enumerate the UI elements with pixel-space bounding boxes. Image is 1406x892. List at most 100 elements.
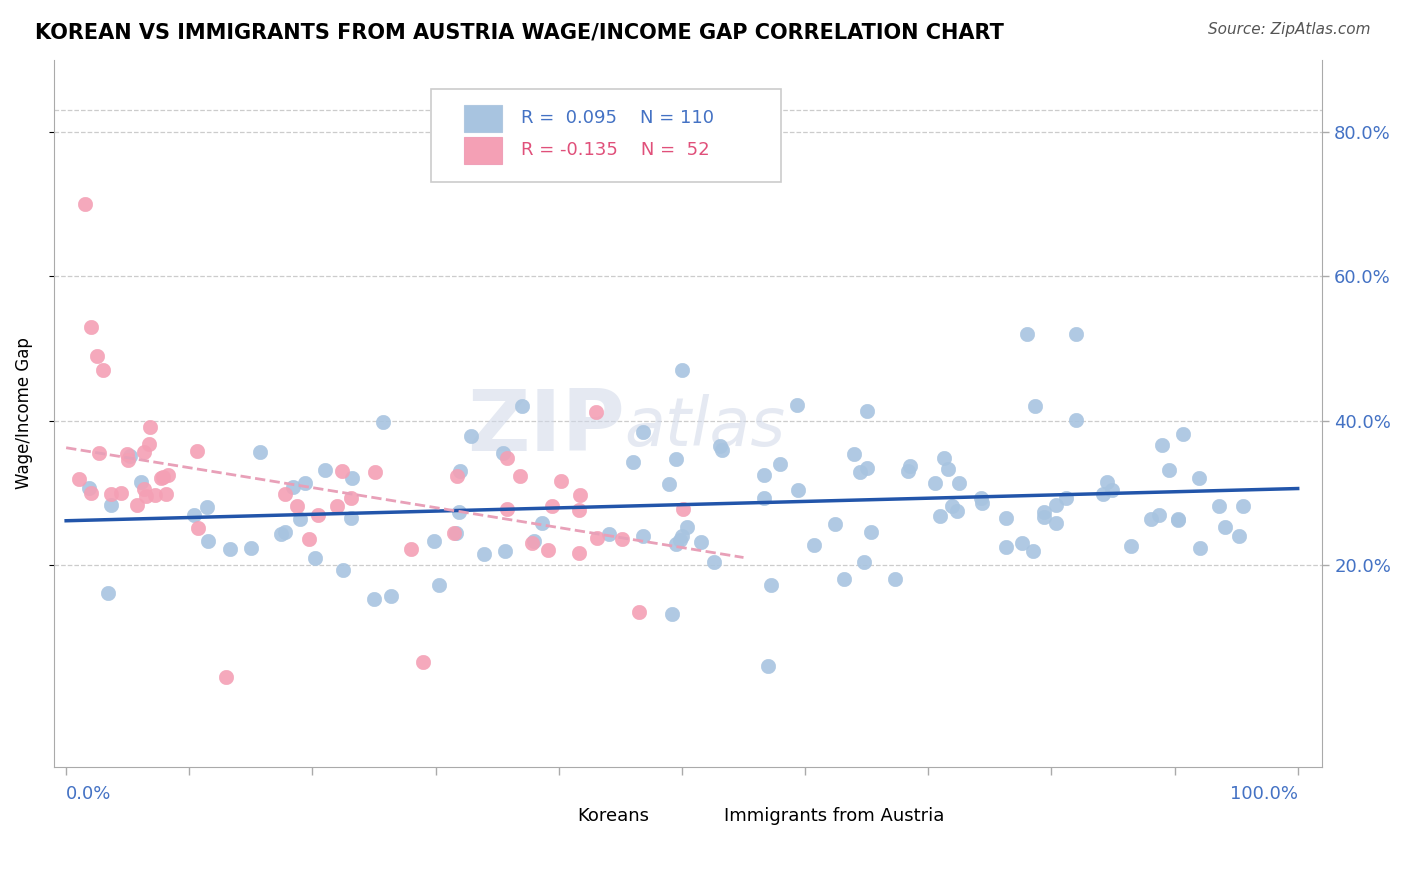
Point [803,538,825,552]
Point [297,533,319,547]
Point [138,437,160,451]
Text: KOREAN VS IMMIGRANTS FROM AUSTRIA WAGE/INCOME GAP CORRELATION CHART: KOREAN VS IMMIGRANTS FROM AUSTRIA WAGE/I… [35,22,1004,42]
Point [537,543,560,558]
Point [1101,483,1123,497]
Point [995,510,1018,524]
Point [842,447,865,461]
Point [1054,491,1077,505]
Point [568,503,591,517]
Point [1171,426,1194,441]
Text: atlas: atlas [624,394,786,460]
Point [1189,541,1212,555]
Point [240,541,263,555]
Point [540,499,562,513]
Point [156,468,179,483]
Y-axis label: Wage/Income Gap: Wage/Income Gap [15,337,32,490]
Point [631,529,654,543]
Point [672,502,695,516]
Text: ZIP: ZIP [467,386,624,469]
Point [1097,475,1119,489]
Text: Immigrants from Austria: Immigrants from Austria [724,807,943,825]
Point [669,533,692,547]
Point [756,659,779,673]
Point [307,508,329,522]
Point [824,517,846,532]
Point [752,491,775,505]
Point [859,524,882,539]
Point [628,605,651,619]
Point [274,486,297,500]
Point [1147,508,1170,522]
Point [1139,512,1161,526]
Point [665,537,688,551]
Point [1167,512,1189,526]
Point [132,482,155,496]
Point [125,498,148,512]
Point [86,349,108,363]
Bar [464,105,502,132]
Point [550,474,572,488]
Point [73,197,96,211]
Text: R = -0.135    N =  52: R = -0.135 N = 52 [520,141,709,159]
Text: 100.0%: 100.0% [1230,785,1298,803]
Point [380,589,402,603]
Point [769,457,792,471]
Point [80,319,103,334]
Point [1213,520,1236,534]
Point [249,444,271,458]
Point [195,500,218,514]
Point [586,531,609,545]
FancyBboxPatch shape [430,89,780,182]
Bar [464,136,502,163]
Point [449,505,471,519]
Point [703,555,725,569]
Point [568,488,591,502]
Point [1064,413,1087,427]
Point [135,489,157,503]
Point [1011,536,1033,550]
Point [585,405,607,419]
Point [152,470,174,484]
Point [929,509,952,524]
Point [1045,516,1067,530]
Point [496,450,519,465]
Point [373,415,395,429]
Point [849,465,872,479]
Point [100,487,122,501]
Point [948,475,970,490]
Point [884,572,907,586]
Point [1188,471,1211,485]
Point [786,398,808,412]
Point [938,462,960,476]
Text: Source: ZipAtlas.com: Source: ZipAtlas.com [1208,22,1371,37]
Point [294,476,316,491]
Point [332,563,354,577]
Point [363,591,385,606]
Point [110,486,132,500]
Point [509,468,531,483]
Point [186,443,208,458]
Point [494,544,516,558]
Point [446,469,468,483]
Point [934,451,956,466]
Point [1045,498,1067,512]
Point [283,480,305,494]
Point [117,453,139,467]
Point [339,510,361,524]
Point [1159,463,1181,477]
Point [1032,510,1054,524]
Bar [688,805,716,827]
Text: R =  0.095    N = 110: R = 0.095 N = 110 [520,110,714,128]
Point [427,577,450,591]
Point [711,442,734,457]
Point [900,458,922,473]
Point [149,471,172,485]
Point [852,556,875,570]
Point [941,499,963,513]
Point [568,546,591,560]
Point [709,439,731,453]
Point [340,491,363,505]
Point [443,526,465,541]
Point [183,508,205,523]
Point [855,404,877,418]
